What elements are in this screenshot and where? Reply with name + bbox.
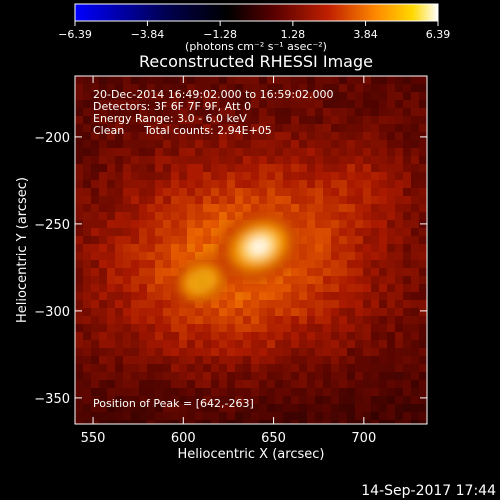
colorbar-ticks: −6.39 −3.84 −1.28 1.28 3.84 6.39 xyxy=(58,21,450,41)
x-tick-label: 700 xyxy=(351,431,376,446)
y-tick-label: −250 xyxy=(34,218,70,233)
source-blob-2 xyxy=(194,275,209,288)
annotation-total-counts: Total counts: 2.94E+05 xyxy=(143,124,272,137)
x-tick-label: 650 xyxy=(261,431,286,446)
y-axis-label: Heliocentric Y (arcsec) xyxy=(15,177,30,323)
colorbar-tick-label: 6.39 xyxy=(426,28,451,41)
heatmap-pixels xyxy=(75,76,427,424)
heatmap-image xyxy=(75,76,427,424)
y-tick-label: −350 xyxy=(34,392,70,407)
x-axis-label: Heliocentric X (arcsec) xyxy=(178,447,325,462)
x-tick-label: 600 xyxy=(171,431,196,446)
colorbar-tick-label: −1.28 xyxy=(203,28,237,41)
y-tick-label: −200 xyxy=(34,131,70,146)
x-tick-label: 550 xyxy=(81,431,106,446)
y-axis-ticks: −350 −300 −250 −200 xyxy=(34,131,427,407)
annotation-peak-position: Position of Peak = [642,-263] xyxy=(93,397,254,410)
heatmap-sources xyxy=(173,210,302,306)
y-tick-label: −300 xyxy=(34,305,70,320)
chart-title: Reconstructed RHESSI Image xyxy=(139,52,373,71)
colorbar-tick-label: −6.39 xyxy=(58,28,92,41)
colorbar xyxy=(74,3,439,22)
footer-timestamp: 14-Sep-2017 17:44 xyxy=(361,483,496,499)
annotation-energy-range: Energy Range: 3.0 - 6.0 keV xyxy=(93,112,247,125)
annotation-method: Clean xyxy=(93,124,124,137)
x-axis-ticks: 550 600 650 700 xyxy=(81,76,376,446)
plot-frame xyxy=(74,75,428,425)
annotation-time-range: 20-Dec-2014 16:49:02.000 to 16:59:02.000 xyxy=(93,88,334,101)
colorbar-tick-label: −3.84 xyxy=(131,28,165,41)
colorbar-unit-label: (photons cm⁻² s⁻¹ asec⁻²) xyxy=(185,40,327,53)
colorbar-tick-label: 3.84 xyxy=(353,28,378,41)
colorbar-tick-label: 1.28 xyxy=(281,28,306,41)
annotation-detectors: Detectors: 3F 6F 7F 9F, Att 0 xyxy=(93,100,251,113)
source-blob-1 xyxy=(248,237,270,256)
